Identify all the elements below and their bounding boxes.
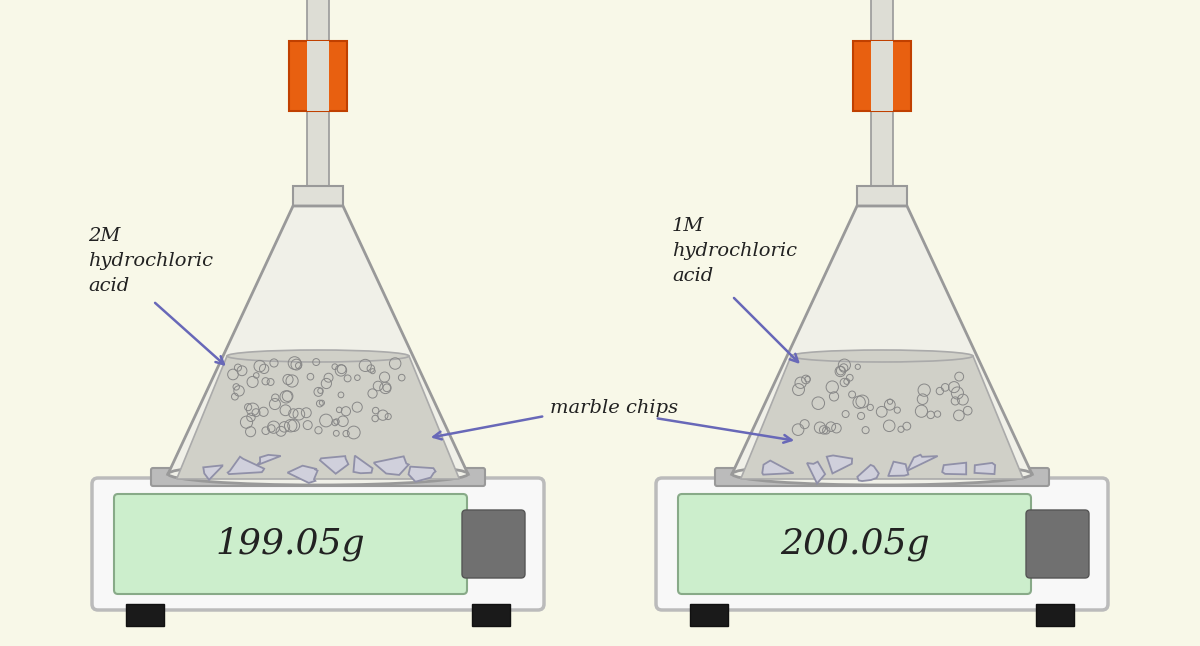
Ellipse shape <box>791 350 973 362</box>
Polygon shape <box>974 463 995 474</box>
Polygon shape <box>307 0 329 191</box>
Polygon shape <box>408 466 436 482</box>
Polygon shape <box>289 41 347 111</box>
Polygon shape <box>853 41 911 111</box>
Polygon shape <box>806 462 826 483</box>
Polygon shape <box>907 455 937 471</box>
Polygon shape <box>320 456 348 474</box>
Text: 1M
hydrochloric
acid: 1M hydrochloric acid <box>672 217 797 285</box>
FancyBboxPatch shape <box>462 510 526 578</box>
Polygon shape <box>257 455 281 465</box>
Polygon shape <box>168 206 468 474</box>
Polygon shape <box>942 463 966 474</box>
FancyBboxPatch shape <box>472 604 510 626</box>
Polygon shape <box>857 465 878 481</box>
Polygon shape <box>307 41 329 111</box>
Polygon shape <box>871 0 893 191</box>
Polygon shape <box>827 455 852 474</box>
Ellipse shape <box>227 350 409 362</box>
Polygon shape <box>871 41 893 111</box>
Polygon shape <box>203 465 222 480</box>
FancyBboxPatch shape <box>126 604 164 626</box>
FancyBboxPatch shape <box>678 494 1031 594</box>
Text: 199.05g: 199.05g <box>216 526 365 561</box>
Text: 200.05g: 200.05g <box>780 527 929 561</box>
Polygon shape <box>288 466 318 483</box>
FancyBboxPatch shape <box>1036 604 1074 626</box>
Polygon shape <box>740 356 1024 479</box>
FancyBboxPatch shape <box>114 494 467 594</box>
Polygon shape <box>857 186 907 206</box>
Polygon shape <box>888 462 908 476</box>
FancyBboxPatch shape <box>92 478 544 610</box>
Polygon shape <box>354 455 372 474</box>
Polygon shape <box>373 456 409 475</box>
Polygon shape <box>228 457 264 474</box>
FancyBboxPatch shape <box>151 468 485 486</box>
FancyBboxPatch shape <box>690 604 728 626</box>
Ellipse shape <box>732 463 1032 485</box>
FancyBboxPatch shape <box>656 478 1108 610</box>
Polygon shape <box>293 186 343 206</box>
FancyBboxPatch shape <box>715 468 1049 486</box>
FancyBboxPatch shape <box>1026 510 1090 578</box>
Polygon shape <box>176 356 460 479</box>
Ellipse shape <box>168 463 468 485</box>
Polygon shape <box>732 206 1032 474</box>
Polygon shape <box>762 461 793 475</box>
Text: marble chips: marble chips <box>550 399 678 417</box>
Text: 2M
hydrochloric
acid: 2M hydrochloric acid <box>88 227 214 295</box>
